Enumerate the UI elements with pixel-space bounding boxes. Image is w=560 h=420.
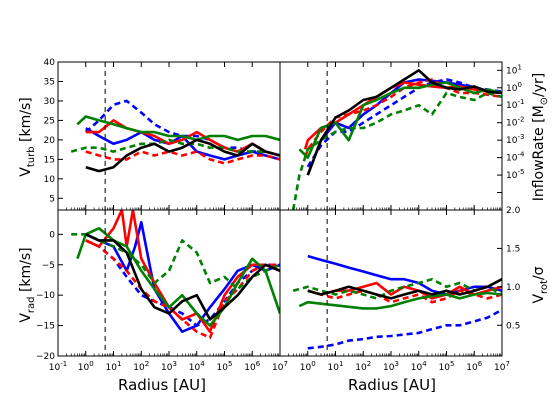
- y-axis-label-inflow: InflowRate [M⊙/yr]: [531, 73, 550, 202]
- series-line-3: [85, 239, 280, 340]
- y-tick-label: 0: [49, 230, 55, 240]
- y-tick-label: 0.5: [506, 321, 520, 331]
- series-line-3: [85, 150, 280, 165]
- x-tick-label: 103: [383, 360, 399, 373]
- y-tick-label: −20: [36, 352, 55, 362]
- series-line-0: [307, 254, 502, 296]
- y-tick-label: 40: [44, 58, 56, 68]
- y-tick-label: 101: [506, 63, 522, 76]
- y-tick-label: 1.5: [506, 244, 520, 254]
- y-tick-label: 35: [44, 77, 55, 87]
- y-tick-label: 2.0: [506, 206, 521, 216]
- x-tick-label: 104: [189, 360, 205, 373]
- y-tick-label: 25: [44, 116, 55, 126]
- x-tick-label: 101: [106, 360, 122, 373]
- panel-top-left: 5 10 15 20 25 30 35 40: [44, 58, 281, 211]
- y-tick-label: 10-1: [506, 98, 524, 111]
- series-line-1: [84, 99, 280, 157]
- x-tick-label: 107: [494, 360, 510, 373]
- series-line-1: [85, 239, 280, 327]
- y-tick-label: 5: [49, 194, 55, 204]
- series-line-6: [85, 138, 280, 173]
- y-tick-label: 10: [44, 175, 56, 185]
- x-tick-label: 100: [300, 360, 316, 373]
- series-line-4: [298, 81, 502, 159]
- y-tick-label: 10-5: [506, 168, 524, 181]
- series-line-4: [76, 115, 280, 142]
- y-axis-label-vrad: Vrad [km/s]: [18, 247, 37, 322]
- y-tick-label: 1.0: [506, 283, 521, 293]
- y-axis-label-vrot-sigma: Vrot/σ: [531, 266, 550, 303]
- series-line-6: [307, 278, 502, 300]
- series-line-1: [307, 308, 502, 350]
- x-tick-label: 104: [411, 360, 427, 373]
- x-tick-label: 102: [355, 360, 371, 373]
- x-axis-label-left: Radius [AU]: [118, 376, 206, 394]
- x-tick-label: 100: [78, 360, 94, 373]
- series-line-4: [298, 291, 502, 310]
- series-line-4: [76, 227, 280, 327]
- x-axis-label-right: Radius [AU]: [348, 376, 436, 394]
- x-tick-label: 101: [328, 360, 344, 373]
- axes-frame: [279, 209, 503, 357]
- y-tick-label: −10: [36, 291, 55, 301]
- y-tick-label: 10-2: [506, 116, 524, 129]
- panel-bottom-left: 10-1 100 101 102 103 104 105 106 107 −20 −15 −10 −5 0: [36, 209, 288, 373]
- series-line-5: [292, 277, 502, 300]
- y-tick-label: 30: [44, 97, 56, 107]
- series-line-6: [306, 69, 502, 176]
- x-tick-label: 102: [133, 360, 149, 373]
- y-tick-label: −5: [42, 261, 55, 271]
- y-tick-label: 100: [506, 81, 522, 94]
- x-tick-label: 106: [244, 360, 260, 373]
- panel-bottom-right: 100 101 102 103 104 105 106 107 0.5 1.0 1.5 2.0: [279, 206, 521, 373]
- y-tick-label: 10-4: [506, 151, 525, 164]
- x-tick-label: 105: [217, 360, 233, 373]
- y-tick-label: 20: [44, 136, 56, 146]
- y-axis-label-vturb: Vturb [km/s]: [18, 97, 37, 176]
- panels: 51015202530354010-510-410-310-210-110010…: [36, 58, 525, 373]
- x-tick-label: 106: [466, 360, 482, 373]
- y-tick-label: 15: [44, 155, 55, 165]
- x-tick-label: 103: [161, 360, 177, 373]
- series-line-5: [70, 138, 280, 157]
- x-tick-label: 105: [439, 360, 455, 373]
- series-line-5: [291, 91, 502, 210]
- series-line-6: [85, 233, 280, 321]
- series-line-1: [306, 78, 502, 168]
- y-tick-label: −15: [36, 322, 55, 332]
- x-tick-label: 10-1: [49, 360, 67, 373]
- panel-top-right: 10-5 10-4 10-3 10-2 10-1 100 101: [279, 61, 525, 211]
- x-tick-label: 107: [272, 360, 288, 373]
- y-tick-label: 10-3: [506, 133, 524, 146]
